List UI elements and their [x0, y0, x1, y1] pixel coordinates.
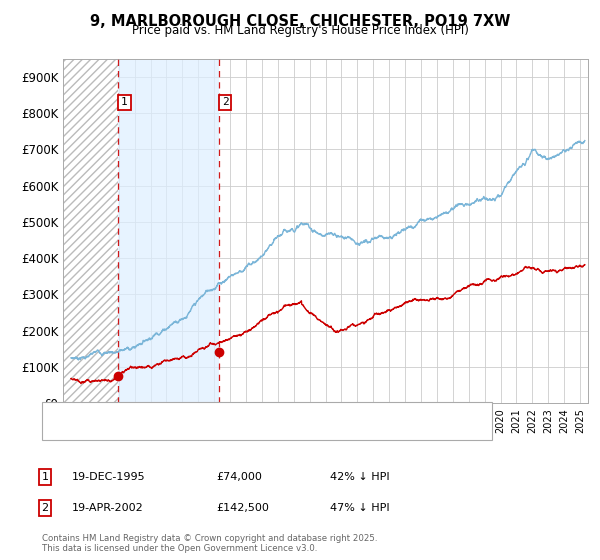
- Text: 2: 2: [41, 503, 49, 513]
- Text: ———: ———: [51, 405, 88, 418]
- Text: 1: 1: [121, 97, 128, 108]
- Text: 1: 1: [41, 472, 49, 482]
- Text: Price paid vs. HM Land Registry's House Price Index (HPI): Price paid vs. HM Land Registry's House …: [131, 24, 469, 36]
- Text: 42% ↓ HPI: 42% ↓ HPI: [330, 472, 389, 482]
- Text: 19-DEC-1995: 19-DEC-1995: [72, 472, 146, 482]
- Text: Contains HM Land Registry data © Crown copyright and database right 2025.
This d: Contains HM Land Registry data © Crown c…: [42, 534, 377, 553]
- Bar: [118, 59, 219, 403]
- Text: HPI: Average price, detached house, Chichester: HPI: Average price, detached house, Chic…: [84, 424, 333, 435]
- Text: £74,000: £74,000: [216, 472, 262, 482]
- Text: £142,500: £142,500: [216, 503, 269, 513]
- Text: 2: 2: [222, 97, 229, 108]
- Text: 9, MARLBOROUGH CLOSE, CHICHESTER, PO19 7XW (detached house): 9, MARLBOROUGH CLOSE, CHICHESTER, PO19 7…: [84, 407, 447, 417]
- Text: 47% ↓ HPI: 47% ↓ HPI: [330, 503, 389, 513]
- Text: ———: ———: [51, 423, 88, 436]
- Text: 19-APR-2002: 19-APR-2002: [72, 503, 144, 513]
- Text: 9, MARLBOROUGH CLOSE, CHICHESTER, PO19 7XW: 9, MARLBOROUGH CLOSE, CHICHESTER, PO19 7…: [90, 14, 510, 29]
